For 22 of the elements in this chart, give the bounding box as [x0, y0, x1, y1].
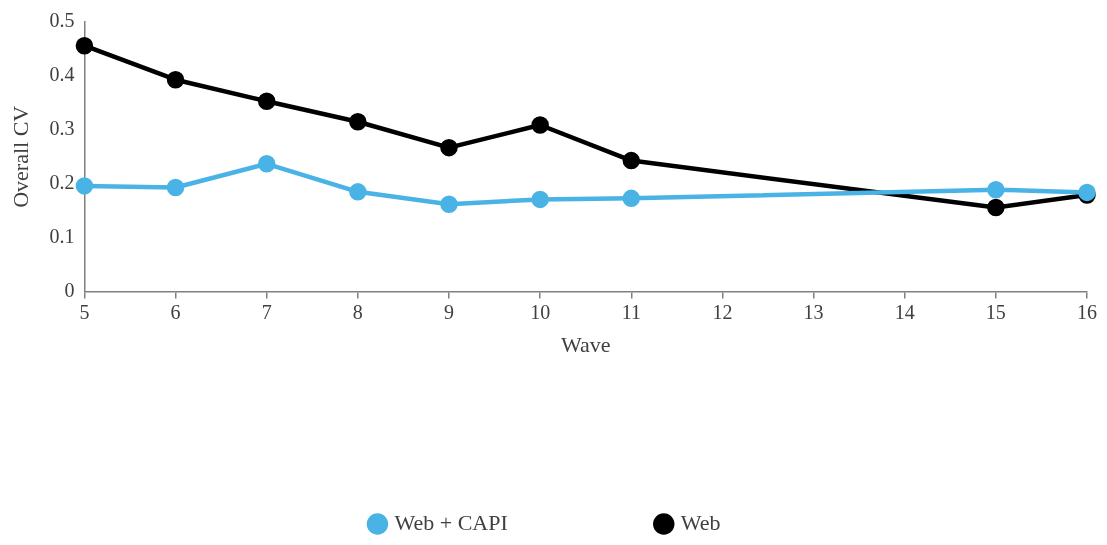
legend-label: Web + CAPI	[394, 509, 508, 535]
x-tick-label: 6	[170, 300, 181, 323]
x-tick-label: 15	[985, 300, 1006, 323]
x-tick-label: 9	[443, 300, 454, 323]
x-tick-label: 12	[712, 300, 733, 323]
x-tick-label: 10	[530, 300, 551, 323]
x-tick-label: 5	[79, 300, 90, 323]
x-axis-title: Wave	[560, 331, 611, 357]
y-tick-label: 0.1	[49, 224, 75, 247]
y-tick-label: 0.2	[49, 171, 75, 194]
x-tick-label: 16	[1077, 300, 1097, 323]
y-axis-title: Overall CV	[7, 105, 33, 208]
y-tick-label: 0.3	[49, 117, 75, 140]
y-tick-label: 0	[64, 278, 75, 301]
x-tick-label: 8	[352, 300, 363, 323]
y-tick-label: 0.5	[49, 9, 75, 32]
x-tick-label: 11	[621, 300, 641, 323]
legend-label: Web	[680, 509, 721, 535]
x-tick-label: 13	[803, 300, 824, 323]
y-tick-label: 0.4	[49, 63, 75, 86]
x-tick-label: 14	[894, 300, 915, 323]
x-tick-label: 7	[261, 300, 272, 323]
